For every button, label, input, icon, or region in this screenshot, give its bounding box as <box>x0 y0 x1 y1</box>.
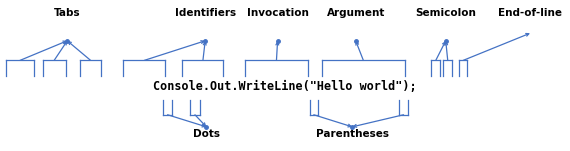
Text: Invocation: Invocation <box>247 8 308 18</box>
Text: Argument: Argument <box>327 8 385 18</box>
Text: Parentheses: Parentheses <box>316 129 389 139</box>
Text: End-of-line: End-of-line <box>498 8 562 18</box>
Text: Semicolon: Semicolon <box>416 8 476 18</box>
Text: Identifiers: Identifiers <box>174 8 236 18</box>
Text: Dots: Dots <box>193 129 220 139</box>
Text: Tabs: Tabs <box>54 8 80 18</box>
Text: Console.Out.WriteLine("Hello world");: Console.Out.WriteLine("Hello world"); <box>153 80 417 93</box>
